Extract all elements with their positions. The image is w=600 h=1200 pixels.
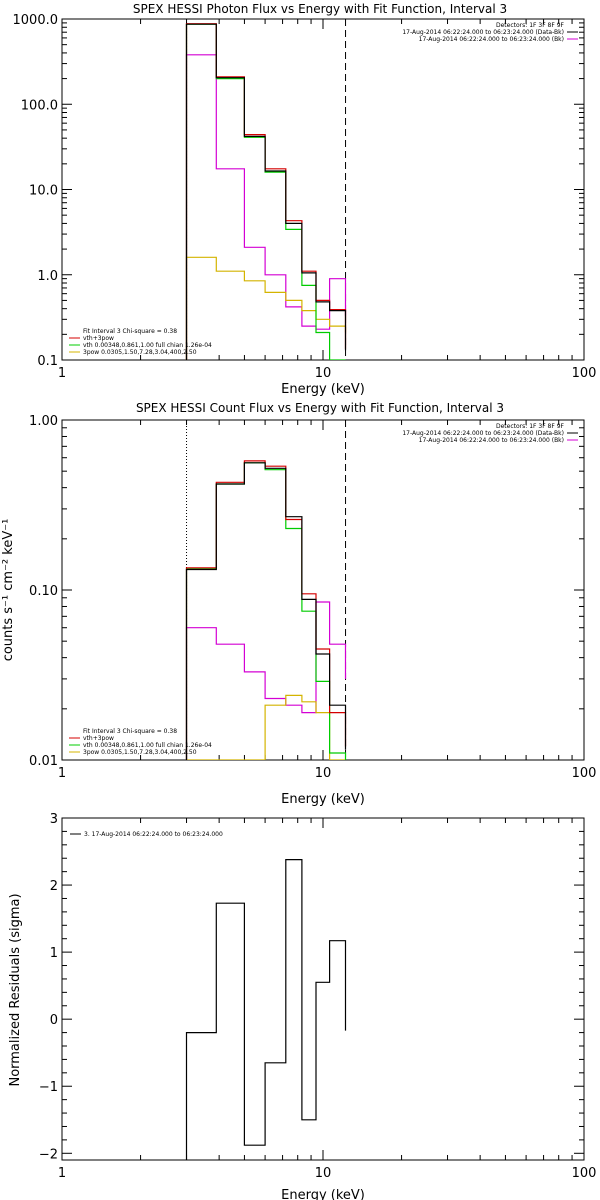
x-tick-label: 100: [572, 1166, 597, 1181]
series-line: [185, 859, 347, 1160]
y-tick-label: −2: [39, 1147, 58, 1162]
plot-marks: 1 10 100 0.1 1.0 10.0 100.0 1000.0 Detectors: 1F…: [13, 13, 597, 381]
plot-marks: 1 10 100 0.01 0.10 1.00 Detectors: 1F 3F 8F 9F…: [29, 414, 596, 781]
legend-text: 3. 17-Aug-2014 06:22:24.000 to 06:23:24.…: [84, 831, 223, 838]
x-tick-label: 1: [58, 366, 66, 381]
y-axis-label: Normalized Residuals (sigma): [8, 893, 23, 1086]
legend-text: 3pow 0.0305,1.50,7.28,3.04,400,2.50: [83, 349, 197, 356]
series-line: [186, 694, 346, 760]
series-line: [185, 23, 346, 360]
legend-text: 17-Aug-2014 06:22:24.000 to 06:23:24.000…: [419, 437, 564, 444]
x-tick-label: 1: [58, 1166, 66, 1181]
y-tick-label: 10.0: [29, 184, 58, 199]
legend-text: 17-Aug-2014 06:22:24.000 to 06:23:24.000…: [402, 29, 564, 36]
y-tick-label: 1.00: [29, 414, 58, 429]
y-tick-label: 1000.0: [13, 13, 59, 28]
plot-marks: 1 10 100 −2 −1 0 1 2 3 3. 17-Aug-2014 06:22:24.00…: [39, 812, 597, 1181]
y-tick-label: −1: [39, 1080, 58, 1095]
x-tick-label: 1: [58, 766, 66, 781]
y-tick-label: 100.0: [21, 98, 58, 113]
panel-title: SPEX HESSI Photon Flux vs Energy with Fi…: [133, 2, 507, 16]
x-axis-label: Energy (keV): [281, 1188, 365, 1200]
y-tick-label: 1.0: [37, 269, 58, 284]
series-line: [185, 460, 347, 760]
y-tick-label: 3: [50, 812, 58, 827]
series-line: [185, 23, 347, 360]
panel-title: SPEX HESSI Count Flux vs Energy with Fit…: [136, 401, 504, 415]
series-line: [185, 256, 347, 360]
y-tick-label: 0.01: [29, 754, 58, 769]
x-tick-label: 100: [572, 766, 597, 781]
x-tick-label: 10: [315, 766, 332, 781]
legend-text: Fit Interval 3 Chi-square = 0.38: [83, 328, 177, 335]
legend-text: vth+3pow: [83, 735, 114, 742]
y-tick-label: 0.1: [37, 354, 58, 369]
legend-text: Detectors: 1F 3F 8F 9F: [496, 423, 565, 430]
y-tick-label: 0: [50, 1013, 58, 1028]
series-line: [185, 54, 347, 360]
legend-text: vth+3pow: [83, 335, 114, 342]
y-tick-label: 1: [50, 946, 58, 961]
series-line: [185, 462, 347, 760]
series-line: [185, 462, 347, 760]
y-axis-label: counts s⁻¹ cm⁻² keV⁻¹: [1, 519, 16, 662]
series-line: [185, 23, 347, 360]
plot-frame: [61, 419, 585, 761]
x-axis-label: Energy (keV): [281, 382, 365, 397]
legend-text: 3pow 0.0305,1.50,7.28,3.04,400,2.50: [83, 749, 197, 756]
count-flux-panel: SPEX HESSI Count Flux vs Energy with Fit…: [1, 401, 596, 807]
plot-frame: [61, 18, 585, 361]
residuals-panel: 1 10 100 −2 −1 0 1 2 3 3. 17-Aug-2014 06:22:24.00…: [8, 812, 596, 1200]
legend-text: Fit Interval 3 Chi-square = 0.38: [83, 728, 177, 735]
x-tick-label: 10: [315, 1166, 332, 1181]
legend-text: vth 0.00348,0.861,1.00 full chian 1.26e-…: [83, 342, 212, 349]
x-tick-label: 100: [572, 366, 597, 381]
y-tick-label: 2: [50, 879, 58, 894]
x-axis-label: Energy (keV): [281, 792, 365, 807]
legend-text: Detectors: 1F 3F 8F 9F: [496, 22, 565, 29]
legend-text: vth 0.00348,0.861,1.00 full chian 1.26e-…: [83, 742, 212, 749]
legend-text: 17-Aug-2014 06:22:24.000 to 06:23:24.000…: [402, 430, 564, 437]
plot-frame: [61, 817, 585, 1161]
legend-text: 17-Aug-2014 06:22:24.000 to 06:23:24.000…: [419, 36, 564, 43]
photon-flux-panel: SPEX HESSI Photon Flux vs Energy with Fi…: [13, 2, 597, 397]
x-tick-label: 10: [315, 366, 332, 381]
y-tick-label: 0.10: [29, 584, 58, 599]
